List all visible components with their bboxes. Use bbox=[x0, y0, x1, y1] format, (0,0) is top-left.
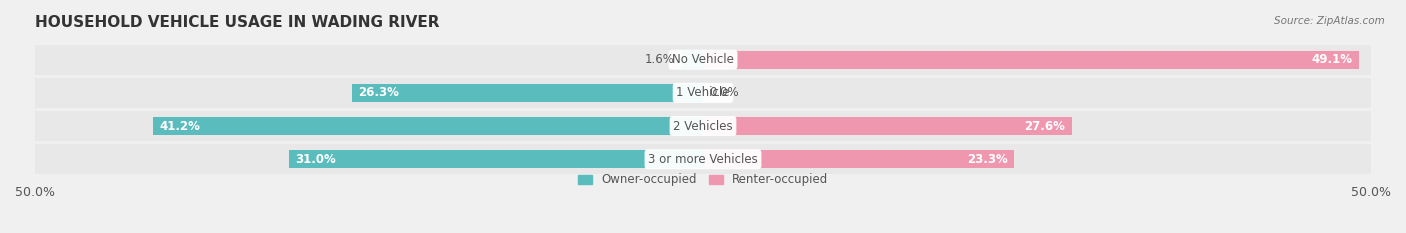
Bar bbox=[703, 117, 1071, 135]
Bar bbox=[703, 51, 1360, 69]
Text: 27.6%: 27.6% bbox=[1024, 120, 1066, 133]
Text: 49.1%: 49.1% bbox=[1312, 53, 1353, 66]
Text: 41.2%: 41.2% bbox=[159, 120, 200, 133]
Bar bbox=[682, 51, 703, 69]
Text: 1 Vehicle: 1 Vehicle bbox=[676, 86, 730, 99]
Text: No Vehicle: No Vehicle bbox=[672, 53, 734, 66]
Bar bbox=[35, 144, 703, 174]
Text: 26.3%: 26.3% bbox=[359, 86, 399, 99]
Text: Source: ZipAtlas.com: Source: ZipAtlas.com bbox=[1274, 16, 1385, 26]
Text: 2 Vehicles: 2 Vehicles bbox=[673, 120, 733, 133]
Text: 0.0%: 0.0% bbox=[710, 86, 740, 99]
Bar bbox=[35, 111, 703, 141]
Text: HOUSEHOLD VEHICLE USAGE IN WADING RIVER: HOUSEHOLD VEHICLE USAGE IN WADING RIVER bbox=[35, 15, 440, 30]
Legend: Owner-occupied, Renter-occupied: Owner-occupied, Renter-occupied bbox=[578, 173, 828, 186]
Bar bbox=[352, 84, 703, 102]
Bar bbox=[35, 45, 703, 75]
Text: 3 or more Vehicles: 3 or more Vehicles bbox=[648, 153, 758, 166]
Bar bbox=[703, 144, 1371, 174]
Bar bbox=[703, 45, 1371, 75]
Bar bbox=[288, 150, 703, 168]
Bar bbox=[153, 117, 703, 135]
Bar bbox=[35, 78, 703, 108]
Text: 1.6%: 1.6% bbox=[645, 53, 675, 66]
Bar bbox=[703, 111, 1371, 141]
Text: 23.3%: 23.3% bbox=[967, 153, 1008, 166]
Text: 31.0%: 31.0% bbox=[295, 153, 336, 166]
Bar bbox=[703, 78, 1371, 108]
Bar bbox=[703, 150, 1014, 168]
